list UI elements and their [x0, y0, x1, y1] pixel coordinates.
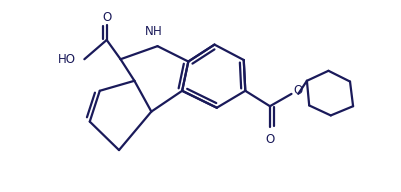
Text: O: O [265, 132, 274, 146]
Text: N: N [144, 26, 153, 38]
Text: H: H [153, 26, 162, 38]
Text: O: O [102, 11, 111, 24]
Text: O: O [292, 84, 302, 97]
Text: HO: HO [58, 53, 75, 66]
